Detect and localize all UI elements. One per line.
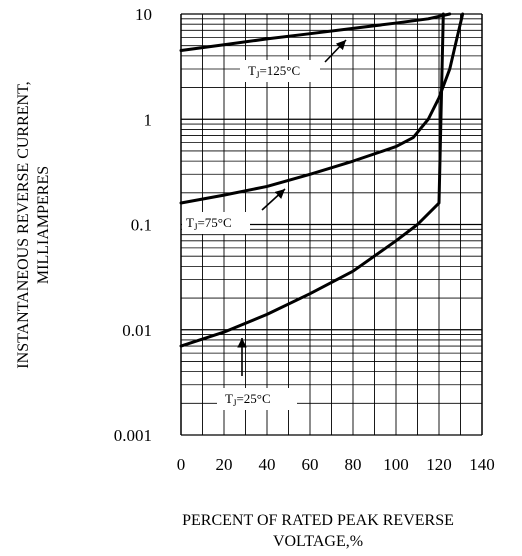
x-tick-label: 140 [469, 455, 495, 474]
x-tick-label: 60 [302, 455, 319, 474]
series-curve-2 [179, 12, 445, 348]
series-label-text: TJ=125°C [248, 63, 300, 80]
series-label-box [182, 212, 250, 234]
series-label-2: TJ=25°C [217, 338, 297, 410]
y-tick-label: 1 [144, 110, 153, 129]
y-tick-label: 0.001 [114, 426, 152, 445]
series-label-box [240, 60, 320, 82]
series-label-0: TJ=125°C [240, 39, 347, 82]
series-curve-0 [179, 12, 452, 52]
x-axis-title-line1: PERCENT OF RATED PEAK REVERSE [182, 512, 454, 529]
grid [180, 13, 483, 436]
series-curves [179, 12, 465, 348]
x-tick-label: 20 [216, 455, 233, 474]
x-tick-label: 120 [426, 455, 452, 474]
y-axis-title-line2: MILLIAMPERES [35, 166, 52, 284]
y-tick-label: 10 [135, 5, 152, 24]
series-label-box [217, 388, 297, 410]
series-label-arrow [324, 39, 347, 63]
x-tick-label: 0 [177, 455, 186, 474]
x-tick-label: 80 [345, 455, 362, 474]
y-axis-title-line1: INSTANTANEOUS REVERSE CURRENT, [15, 81, 32, 368]
series-label-arrow [261, 188, 286, 211]
tick-labels: 0 20 40 60 80 100 120 140 0.001 0.01 0.1 1 10 [114, 5, 495, 474]
x-tick-label: 100 [383, 455, 409, 474]
x-tick-label: 40 [259, 455, 276, 474]
series-label-text: TJ=25°C [225, 391, 271, 408]
series-annotations: TJ=125°C TJ=75°C TJ=25°C [182, 39, 347, 410]
y-tick-label: 0.01 [122, 321, 152, 340]
x-axis-title-line2: VOLTAGE,% [273, 533, 363, 550]
series-label-1: TJ=75°C [182, 188, 286, 234]
series-label-text: TJ=75°C [186, 215, 232, 232]
y-tick-label: 0.1 [131, 216, 152, 235]
series-curve-1 [179, 12, 465, 205]
